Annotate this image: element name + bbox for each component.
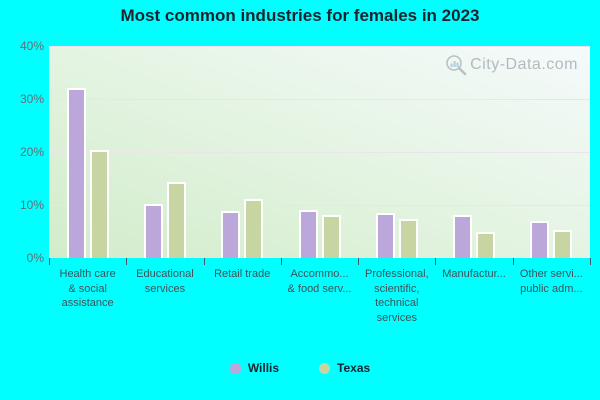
legend-marker-texas <box>319 362 331 374</box>
gridline-40% <box>49 46 590 47</box>
bar-willis-4 <box>375 212 395 258</box>
category-label-1: Educational services <box>136 268 194 295</box>
category-label-4: Professional, scientific, technical serv… <box>364 268 429 324</box>
legend-marker-willis <box>229 362 241 374</box>
x-tick-3 <box>281 258 282 265</box>
bar-willis-3 <box>298 210 318 258</box>
x-tick-6 <box>513 258 514 265</box>
gridline-30% <box>49 99 590 100</box>
category-label-2: Retail trade <box>214 268 271 280</box>
y-tick-label-0%: 0% <box>26 251 44 265</box>
watermark-text: City-Data.com <box>470 56 578 73</box>
bar-texas-5 <box>476 232 496 258</box>
legend-label-willis: Willis <box>247 361 280 375</box>
bar-willis-6 <box>530 220 550 258</box>
y-tick-label-40%: 40% <box>19 39 44 53</box>
legend-item-willis: Willis <box>229 361 280 375</box>
bar-texas-6 <box>553 230 573 258</box>
bar-willis-0 <box>66 88 86 258</box>
category-label-0: Health care & social assistance <box>59 268 116 309</box>
y-tick-label-30%: 30% <box>19 92 44 106</box>
x-tick-1 <box>126 258 127 265</box>
gridline-20% <box>49 152 590 153</box>
x-tick-5 <box>435 258 436 265</box>
bar-texas-3 <box>321 215 341 258</box>
bar-texas-0 <box>89 149 109 258</box>
gridline-10% <box>49 205 590 206</box>
magnifier-chart-icon <box>446 55 467 76</box>
bar-texas-1 <box>166 182 186 258</box>
x-tick-0 <box>49 258 50 265</box>
watermark: City-Data.com <box>445 54 578 76</box>
category-label-5: Manufactur... <box>442 268 506 280</box>
y-tick-label-20%: 20% <box>19 145 44 159</box>
bar-willis-1 <box>143 203 163 258</box>
bar-willis-5 <box>453 214 473 258</box>
bar-texas-2 <box>244 199 264 258</box>
bar-willis-2 <box>221 210 241 258</box>
y-tick-label-10%: 10% <box>19 198 44 212</box>
x-tick-7 <box>590 258 591 265</box>
category-label-3: Accommo... & food serv... <box>287 268 352 295</box>
x-tick-2 <box>204 258 205 265</box>
legend-item-texas: Texas <box>319 361 370 375</box>
legend: Willis Texas <box>0 361 600 375</box>
chart-title: Most common industries for females in 20… <box>120 6 480 25</box>
bar-texas-4 <box>398 218 418 258</box>
category-label-6: Other servi... public adm... <box>519 268 583 295</box>
x-tick-4 <box>358 258 359 265</box>
plot-area: City-Data.com <box>49 46 590 258</box>
legend-label-texas: Texas <box>337 361 371 375</box>
